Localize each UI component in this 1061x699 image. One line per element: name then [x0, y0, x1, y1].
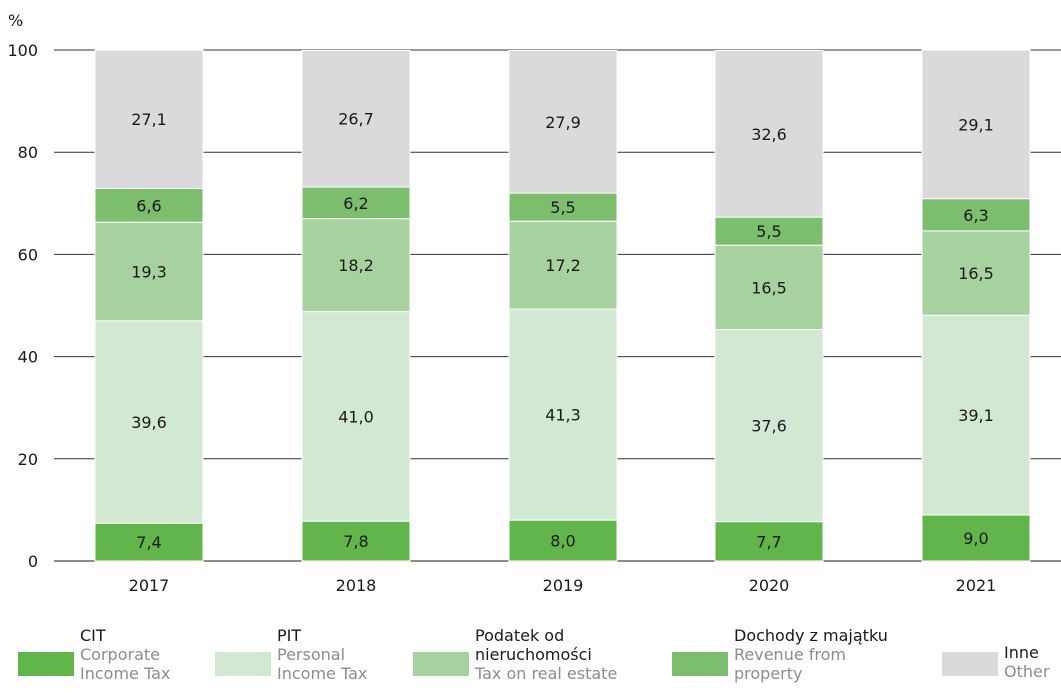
x-tick-label: 2021: [956, 576, 997, 595]
x-tick-label: 2017: [129, 576, 170, 595]
x-tick-label: 2020: [749, 576, 790, 595]
bar-segment: [921, 514, 1031, 562]
data-label: 19,3: [131, 263, 167, 282]
bar-segment: [301, 311, 411, 522]
legend-label-pit-en-2: Income Tax: [277, 664, 368, 683]
y-tick-label: 60: [18, 245, 38, 264]
bar-segment: [301, 218, 411, 313]
data-label: 5,5: [756, 222, 781, 241]
legend-swatch-pit: [215, 652, 271, 676]
bar-segment: [508, 220, 618, 310]
bar-segment: [714, 216, 824, 246]
data-label: 6,6: [136, 196, 161, 215]
data-label: 16,5: [751, 278, 787, 297]
legend-label-pit-en-1: Personal: [277, 645, 346, 664]
data-label: 39,1: [958, 406, 994, 425]
data-label: 18,2: [338, 256, 374, 275]
bar-segment: [921, 230, 1031, 316]
data-label: 6,3: [963, 206, 988, 225]
bar-segment: [301, 520, 411, 562]
legend-swatch-real-estate-tax: [413, 652, 469, 676]
x-axis-ticks: 2017 2018 2019 2020 2021: [129, 576, 997, 595]
y-axis-unit-label: %: [8, 11, 23, 30]
data-label: 8,0: [550, 532, 575, 551]
y-tick-label: 80: [18, 143, 38, 162]
data-label: 27,9: [545, 113, 581, 132]
bar-segment: [508, 519, 618, 562]
data-label: 17,2: [545, 256, 581, 275]
bar-segment: [508, 192, 618, 222]
data-label: 5,5: [550, 198, 575, 217]
data-label: 37,6: [751, 417, 787, 436]
bar-segment: [508, 308, 618, 521]
legend-label-cit-en-2: Income Tax: [80, 664, 171, 683]
legend-label-pit: PIT: [277, 626, 302, 645]
data-label: 39,6: [131, 413, 167, 432]
legend-swatch-other: [942, 652, 998, 676]
legend-label-cit: CIT: [80, 626, 106, 645]
x-tick-label: 2018: [336, 576, 377, 595]
data-label: 41,3: [545, 406, 581, 425]
legend-label-real-estate-tax-en: Tax on real estate: [475, 664, 618, 683]
data-label: 29,1: [958, 115, 994, 134]
data-label: 32,6: [751, 125, 787, 144]
x-tick-label: 2019: [543, 576, 584, 595]
legend-label-property-revenue-en-2: property: [734, 664, 803, 683]
y-tick-label: 20: [18, 450, 38, 469]
bar-segment: [94, 221, 204, 322]
data-label: 41,0: [338, 407, 374, 426]
legend-label-property-revenue: Dochody z majątku: [734, 626, 888, 645]
bar-segment: [508, 50, 618, 194]
bar-segment: [714, 521, 824, 562]
legend: CIT Corporate Income Tax PIT Personal In…: [0, 626, 1061, 699]
legend-label-cit-en-1: Corporate: [80, 645, 160, 664]
data-label: 16,5: [958, 264, 994, 283]
y-tick-label: 40: [18, 348, 38, 367]
legend-label-real-estate-tax-1: Podatek od: [475, 626, 565, 645]
data-label: 26,7: [338, 110, 374, 129]
bar-segment: [94, 522, 204, 562]
bar-segment: [921, 49, 1031, 200]
y-tick-label: 100: [7, 41, 38, 60]
data-label: 9,0: [963, 529, 988, 548]
legend-label-property-revenue-en-1: Revenue from: [734, 645, 846, 664]
bars: 7,4 39,6 19,3 6,6 27,1 7,8 41,0 18,2 6,2 26,7 8,0 4…: [94, 49, 1031, 562]
legend-label-other-en: Other: [1004, 662, 1050, 681]
data-label: 27,1: [131, 110, 167, 129]
bar-segment: [94, 320, 204, 524]
legend-swatch-cit: [18, 652, 74, 676]
bar-segment: [921, 314, 1031, 516]
bar-segment: [94, 49, 204, 189]
data-label: 6,2: [343, 194, 368, 213]
data-label: 7,7: [756, 532, 781, 551]
legend-swatch-property-revenue: [672, 652, 728, 676]
y-tick-label: 0: [28, 552, 38, 571]
data-label: 7,4: [136, 533, 161, 552]
bar-segment: [714, 329, 824, 523]
y-axis-ticks: 0 20 40 60 80 100: [7, 41, 38, 571]
data-label: 7,8: [343, 532, 368, 551]
stacked-bar-chart: % 0 20 40 60 80 100 7,4 39,6 19,3 6,6 27,1 7,8 41,0…: [7, 11, 1061, 595]
legend-label-real-estate-tax-2: nieruchomości: [475, 645, 592, 664]
bar-segment: [714, 50, 824, 218]
bar-segment: [301, 50, 411, 188]
legend-label-other: Inne: [1004, 643, 1039, 662]
bar-segment: [301, 186, 411, 220]
